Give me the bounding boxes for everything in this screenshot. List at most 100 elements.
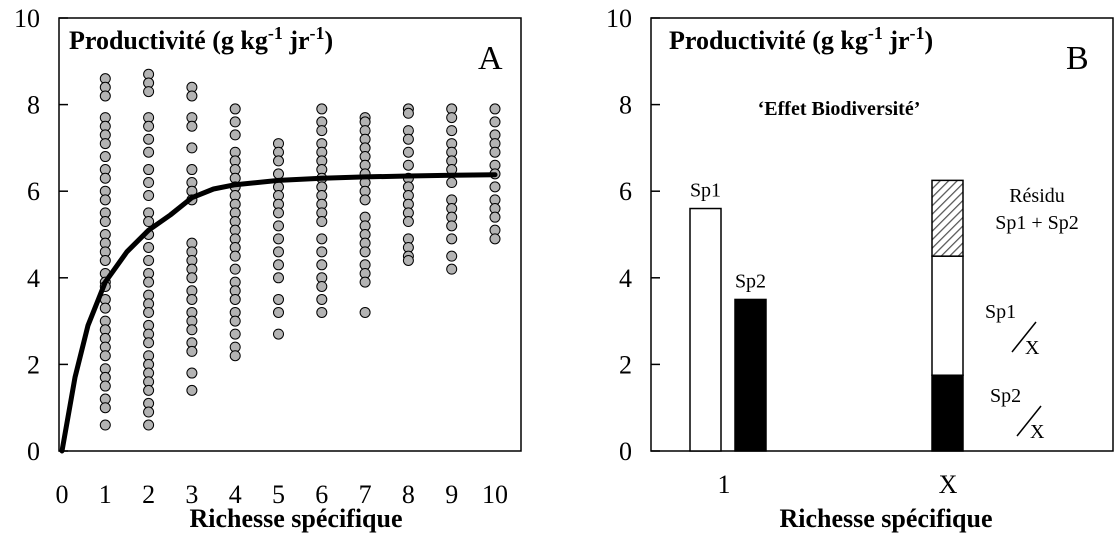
panel-a-data-point [229,250,241,262]
panel-a-data-point [273,272,284,284]
panel-a-data-point [229,328,241,340]
panel-a-y-tick-label: 6 [27,177,40,206]
panel-a-data-point [99,90,111,102]
panel-b-letter: B [1066,40,1089,77]
panel-a-data-point [273,328,284,340]
panel-a-x-tick-label: 1 [99,480,112,509]
panel-a: 0 2 4 6 8 10 0 1 2 3 4 5 6 7 8 9 10 Productivité (g kg-… [14,4,522,533]
panel-a-x-tick-label: 8 [402,480,415,509]
panel-a-data-point [402,107,414,119]
panel-a-y-tick-label: 4 [27,264,40,293]
panel-b-x-tick-label: 1 [718,470,731,499]
panel-a-y-tick-label: 8 [27,91,40,120]
panel-a-data-point [273,306,284,318]
panel-a-x-tick-label: 4 [229,480,242,509]
panel-a-data-point [186,293,198,305]
panel-b-stack-label: Sp2 [990,385,1021,407]
panel-a-y-tick-label: 0 [27,437,40,466]
panel-a-data-point [143,337,155,349]
panel-a-data-point [316,216,328,228]
panel-b-y-tick-label: 10 [606,4,632,33]
panel-a-data-point [316,125,328,137]
panel-b-y-axis: 0 2 4 6 8 10 [606,4,660,466]
panel-a-data-point [316,233,328,245]
panel-a-data-point [186,367,198,379]
panel-a-data-point [143,241,155,253]
panel-a-x-tick-label: 9 [445,480,458,509]
panel-a-data-point [229,129,241,141]
panel-a-data-point [143,306,155,318]
panel-a-x-tick-label: 0 [56,480,69,509]
panel-a-data-point [99,172,111,184]
panel-a-data-point [446,220,458,232]
panel-a-data-point [359,276,371,288]
panel-a-data-point [229,315,241,327]
panel-a-data-point [143,419,155,431]
panel-a-data-point [143,120,155,132]
panel-b-frame [650,17,1114,452]
panel-a-data-point [316,246,328,258]
panel-a-x-axis: 0 1 2 3 4 5 6 7 8 9 10 [56,480,509,509]
panel-a-data-point [186,345,198,357]
panel-b-y-tick-label: 6 [619,177,632,206]
panel-a-data-point [186,324,198,336]
panel-a-data-point [143,86,155,98]
panel-a-data-point [316,103,328,115]
panel-a-data-point [359,194,371,206]
panel-a-y-tick-label: 2 [27,350,40,379]
panel-a-data-point [273,293,284,305]
panel-a-data-point [489,103,501,115]
panel-a-data-point [99,138,111,150]
panel-a-x-tick-label: 7 [359,480,372,509]
panel-a-data-point [489,233,501,245]
panel-a-data-point [402,216,414,228]
panel-b-subtitle: ‘Effet Biodiversité’ [758,98,921,120]
panel-a-data-point [143,190,155,202]
panel-a-data-point [99,216,111,228]
panel-b-mono-bar-label: Sp2 [735,270,766,292]
panel-a-data-point [99,402,111,414]
panel-a-data-point [99,302,111,314]
panel-a-data-point [229,116,241,128]
panel-a-data-point [273,246,284,258]
panel-a-data-point [186,90,198,102]
panel-b-stack-segment [931,255,964,376]
panel-a-y-tick-label: 10 [14,4,40,33]
panel-a-data-point [446,112,458,124]
panel-a-fit-curve [59,172,498,454]
panel-a-data-point [446,250,458,262]
panel-a-x-tick-label: 6 [315,480,328,509]
panel-a-frame [58,17,522,452]
panel-a-data-point [489,181,501,193]
panel-a-data-point [229,263,241,275]
panel-b-stack-label-divider [1016,405,1042,437]
panel-a-data-point [143,384,155,396]
panel-a-x-axis-label: Richesse spécifique [189,504,402,533]
panel-a-data-point [316,259,328,271]
panel-a-data-point [99,254,111,266]
panel-a-data-point [446,177,458,189]
panel-a-data-point [143,276,155,288]
panel-a-x-tick-label: 10 [482,480,508,509]
panel-a-title: Productivité (g kg-1 jr-1) [69,23,333,55]
panel-a-data-point [99,194,111,206]
panel-b-y-tick-label: 8 [619,91,632,120]
panel-b-mono-bar-label: Sp1 [690,180,721,202]
panel-a-data-point [273,155,284,167]
panel-a-y-axis: 0 2 4 6 8 10 [14,4,68,466]
panel-a-data-point [446,263,458,275]
panel-a-data-point [99,419,111,431]
panel-a-data-point [143,146,155,158]
panel-b-residual-label: Sp1 + Sp2 [995,212,1079,234]
panel-b-y-tick-label: 4 [619,264,632,293]
panel-b-bars: Sp1 Sp2 Sp2 X Sp1 X Résidu Sp1 + Sp2 [689,180,1079,452]
panel-b-residual-label: Résidu [1009,185,1065,207]
panel-a-data-point [99,350,111,362]
panel-a-x-tick-label: 2 [142,480,155,509]
panel-a-data-point [402,133,414,145]
panel-b-stack-segment [931,374,964,452]
panel-b-x-tick-label: X [939,470,958,499]
panel-a-data-point [402,159,414,171]
